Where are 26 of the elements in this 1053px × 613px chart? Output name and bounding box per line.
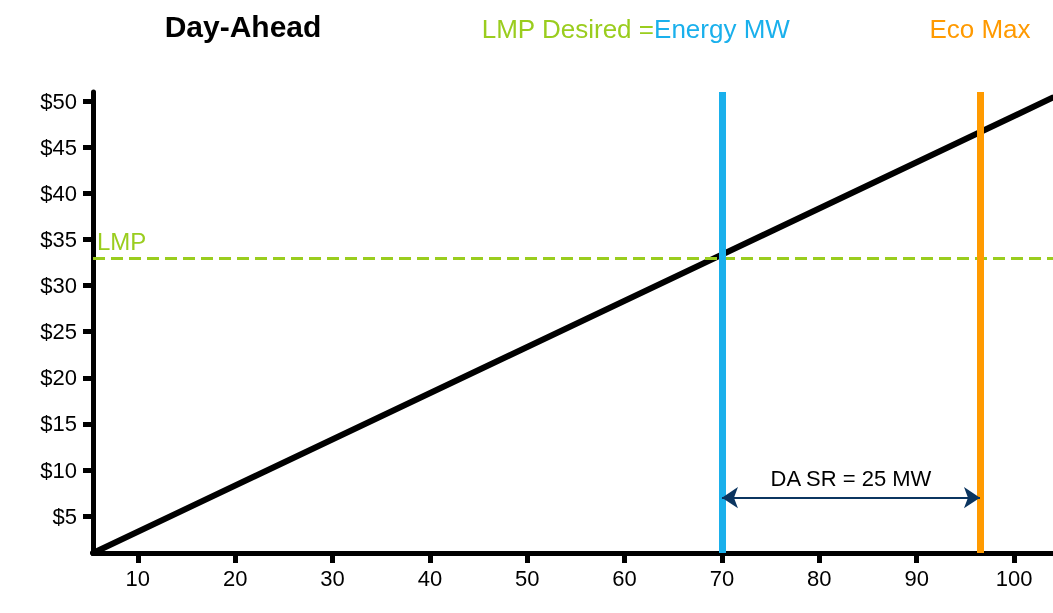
y-tick-label: $5 [52, 503, 77, 529]
text: LMP Desired = [481, 14, 654, 44]
ref-line-label: LMP [97, 228, 147, 256]
x-tick-label: 20 [222, 565, 248, 591]
x-tick-label: 50 [515, 565, 540, 591]
annotation: DA SR = 25 MW [770, 466, 932, 492]
x-tick-label: 40 [417, 565, 443, 591]
ref-line-label: Eco Max [929, 14, 1031, 44]
chart-title: Day-Ahead [164, 9, 322, 43]
y-tick-label: $25 [40, 319, 77, 345]
y-tick-label: $10 [40, 457, 77, 483]
x-tick-label: 60 [612, 565, 637, 591]
x-tick-label: 30 [320, 565, 345, 591]
y-tick-label: $35 [40, 227, 77, 253]
y-tick-label: $20 [40, 365, 77, 391]
ref-line-label: Energy MW [654, 14, 791, 44]
x-tick-label: 90 [904, 565, 929, 591]
y-tick-label: $45 [40, 134, 77, 160]
x-tick-label: 100 [995, 565, 1033, 591]
y-tick-label: $15 [40, 411, 77, 437]
y-tick-label: $50 [40, 88, 77, 114]
y-tick-label: $30 [40, 273, 77, 299]
x-tick-label: 70 [709, 565, 735, 591]
x-tick-label: 10 [125, 565, 151, 591]
x-tick-label: 80 [807, 565, 832, 591]
y-tick-label: $40 [40, 180, 77, 206]
